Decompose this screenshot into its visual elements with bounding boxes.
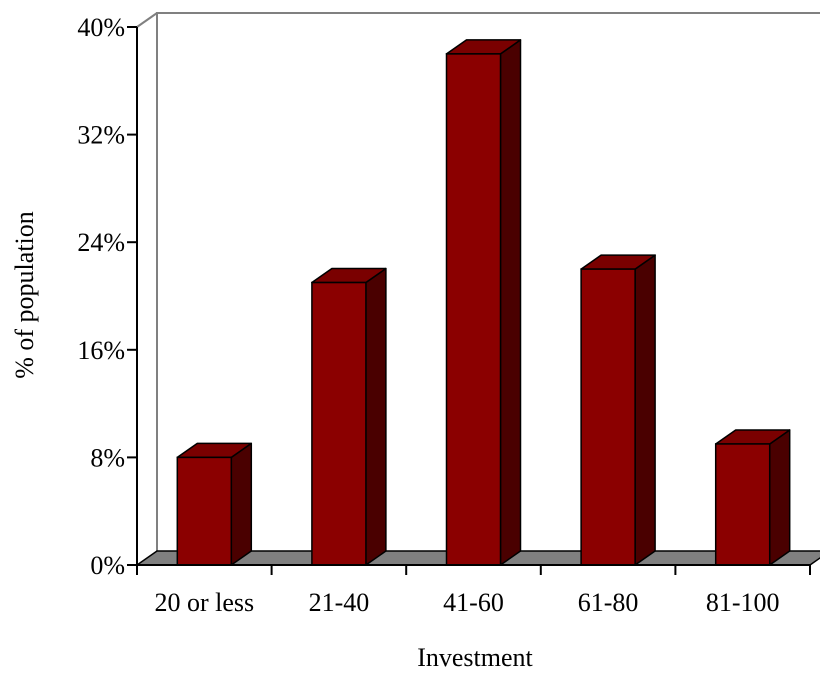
bar-side	[230, 442, 253, 566]
bar-side	[634, 254, 656, 566]
axes	[127, 26, 811, 575]
y-tick-label: 32%	[77, 121, 125, 150]
bar	[580, 254, 656, 566]
y-tick-label: 0%	[90, 551, 125, 580]
bar-side	[499, 39, 522, 566]
y-tick-label: 8%	[90, 443, 125, 472]
bar-front	[311, 281, 367, 566]
x-axis-tick-labels: 20 or less 21-40 41-60 61-80 81-100	[154, 588, 779, 617]
y-tick-label: 24%	[77, 228, 125, 257]
bar-side	[768, 429, 791, 566]
bar	[176, 442, 253, 566]
bar	[311, 267, 387, 566]
y-axis-title: % of population	[10, 211, 39, 379]
x-tick-label: 20 or less	[154, 588, 254, 617]
y-tick-label: 40%	[77, 13, 125, 42]
bar-front	[714, 443, 771, 566]
bar	[714, 429, 791, 566]
bar-front	[176, 456, 233, 566]
bar-front	[445, 53, 502, 566]
x-tick-label: 81-100	[706, 588, 780, 617]
x-tick-label: 61-80	[578, 588, 639, 617]
y-axis-tick-labels: 0% 8% 16% 24% 32% 40%	[77, 13, 125, 580]
bar-front	[580, 268, 636, 566]
bar-series	[176, 39, 791, 566]
bar	[445, 39, 522, 566]
y-tick-label: 16%	[77, 336, 125, 365]
x-axis-title: Investment	[417, 643, 533, 672]
x-tick-label: 41-60	[443, 588, 504, 617]
x-tick-label: 21-40	[309, 588, 370, 617]
bar-side	[365, 267, 387, 566]
depth-edge	[136, 12, 158, 28]
